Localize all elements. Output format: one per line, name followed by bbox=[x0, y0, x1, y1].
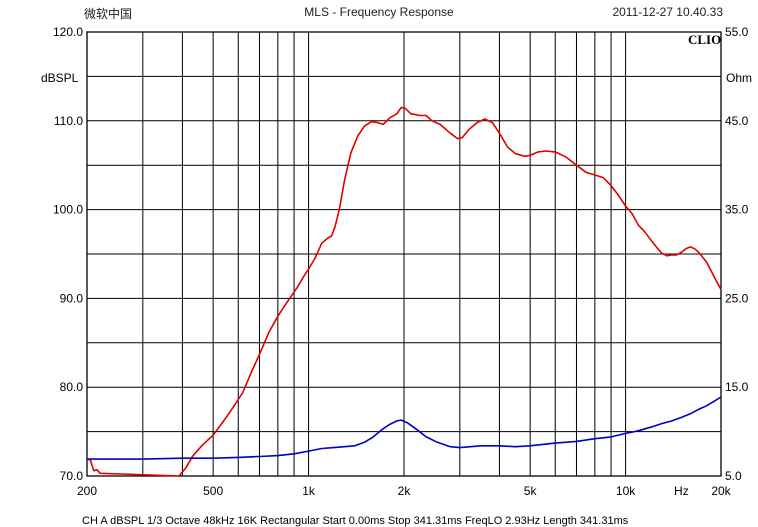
x-tick-label: 200 bbox=[77, 484, 97, 498]
y-tick-label: 90.0 bbox=[60, 291, 84, 305]
footer-settings: CH A dBSPL 1/3 Octave 48kHz 16K Rectangu… bbox=[82, 515, 629, 527]
y-tick-label: 70.0 bbox=[60, 469, 84, 483]
y2-tick-label: 15.0 bbox=[725, 380, 749, 394]
y-tick-label: 80.0 bbox=[60, 380, 84, 394]
clio-logo: CLIO bbox=[688, 32, 721, 47]
grid bbox=[87, 32, 721, 476]
y2-tick-label: 25.0 bbox=[725, 291, 749, 305]
x-tick-label: 1k bbox=[302, 484, 316, 498]
x-tick-label: 2k bbox=[398, 484, 412, 498]
timestamp: 2011-12-27 10.40.33 bbox=[612, 5, 723, 19]
y2-tick-label: 35.0 bbox=[725, 203, 749, 217]
y-axis-label: dBSPL bbox=[41, 71, 79, 85]
impedance-line bbox=[87, 396, 722, 460]
y-tick-label: 110.0 bbox=[54, 114, 83, 128]
header-left-label: 微软中国 bbox=[84, 7, 133, 21]
y-tick-label: 100.0 bbox=[53, 203, 83, 217]
x-tick-label: 5k bbox=[524, 484, 538, 498]
series-group bbox=[86, 106, 722, 477]
x-tick-label: Hz bbox=[674, 484, 689, 498]
x-tick-label: 10k bbox=[616, 484, 636, 498]
y2-tick-label: 5.0 bbox=[725, 469, 742, 483]
spl-line bbox=[86, 106, 722, 477]
x-tick-label: 20k bbox=[711, 484, 731, 498]
chart-title: MLS - Frequency Response bbox=[304, 5, 454, 19]
y2-tick-label: 55.0 bbox=[725, 25, 749, 39]
y2-tick-label: 45.0 bbox=[725, 114, 749, 128]
axis-labels: 70.0 80.0 90.0 100.0 110.0 120.0 5.0 15.0 25.0 35… bbox=[53, 25, 749, 498]
x-tick-label: 500 bbox=[203, 484, 223, 498]
y2-axis-label: Ohm bbox=[726, 71, 752, 85]
y-tick-label: 120.0 bbox=[53, 25, 83, 39]
